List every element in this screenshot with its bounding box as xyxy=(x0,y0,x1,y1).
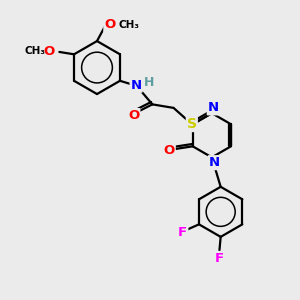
Text: O: O xyxy=(128,109,140,122)
Text: N: N xyxy=(130,79,142,92)
Text: F: F xyxy=(178,226,188,239)
Text: O: O xyxy=(164,144,175,157)
Text: S: S xyxy=(187,117,197,131)
Text: N: N xyxy=(208,156,220,169)
Text: O: O xyxy=(44,45,55,58)
Text: O: O xyxy=(104,18,116,32)
Text: H: H xyxy=(144,76,154,89)
Text: F: F xyxy=(214,252,224,265)
Text: CH₃: CH₃ xyxy=(119,20,140,30)
Text: N: N xyxy=(208,101,219,114)
Text: CH₃: CH₃ xyxy=(25,46,46,56)
